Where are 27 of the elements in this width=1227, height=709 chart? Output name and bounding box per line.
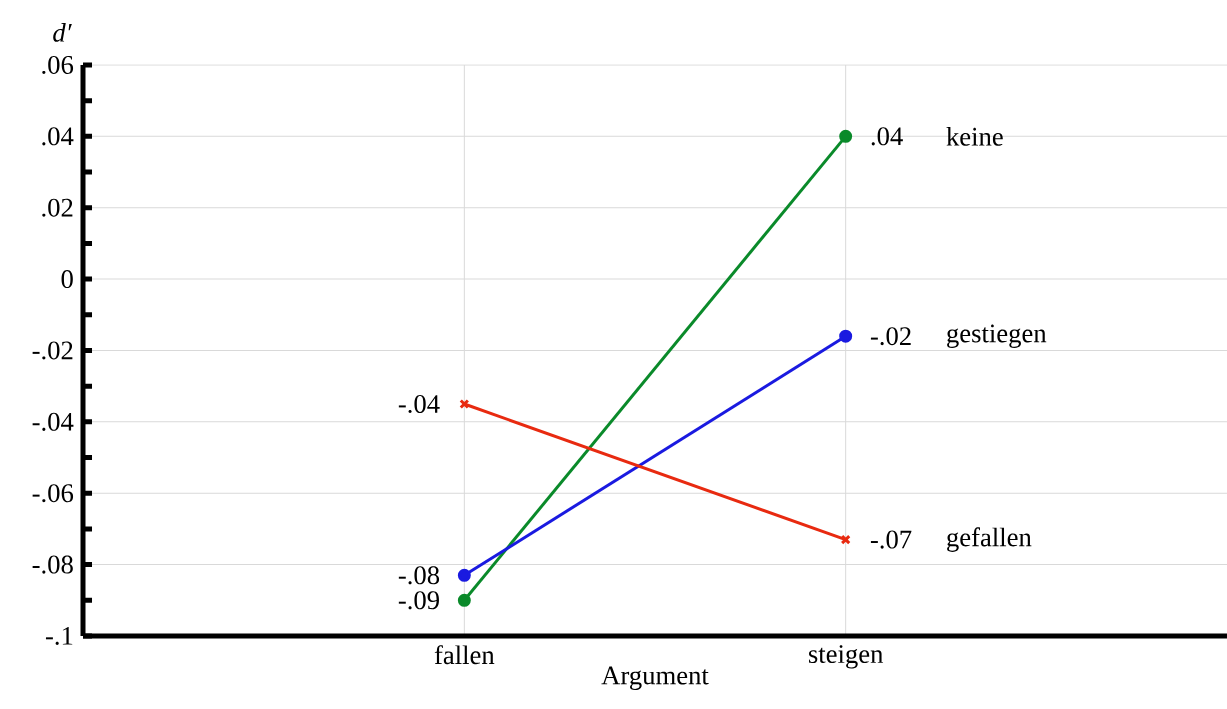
point bbox=[457, 593, 471, 607]
x-axis-title: Argument bbox=[601, 666, 709, 690]
point bbox=[839, 329, 853, 343]
y-tick-label: .02 bbox=[42, 198, 73, 217]
point bbox=[839, 129, 853, 143]
point bbox=[457, 568, 471, 582]
data-label: -.07 bbox=[870, 530, 912, 549]
text: keine bbox=[946, 126, 1003, 146]
data-label: -.08 bbox=[398, 566, 440, 585]
data-label: -.09 bbox=[398, 591, 439, 610]
y-tick-label: .04 bbox=[42, 127, 74, 146]
point bbox=[840, 534, 851, 545]
y-tick-label: -.02 bbox=[32, 341, 73, 360]
y-tick-label: -.04 bbox=[32, 412, 74, 431]
text: gefallen bbox=[947, 527, 1032, 552]
data-label: -.02 bbox=[870, 327, 911, 346]
text: gestiegen bbox=[947, 324, 1047, 348]
data-label: -.04 bbox=[398, 394, 440, 414]
y-tick-label: -.06 bbox=[32, 484, 74, 503]
data-label: .04 bbox=[871, 127, 903, 146]
y-tick-label: .06 bbox=[42, 55, 74, 75]
x-tick-label: steigen bbox=[808, 645, 884, 669]
y-tick-label: -.08 bbox=[32, 555, 73, 574]
y-tick-label: -.1 bbox=[45, 626, 73, 645]
y-axis-title: d′ bbox=[53, 23, 72, 42]
y-tick-label: 0 bbox=[61, 270, 73, 289]
x-tick-label: fallen bbox=[434, 645, 495, 665]
